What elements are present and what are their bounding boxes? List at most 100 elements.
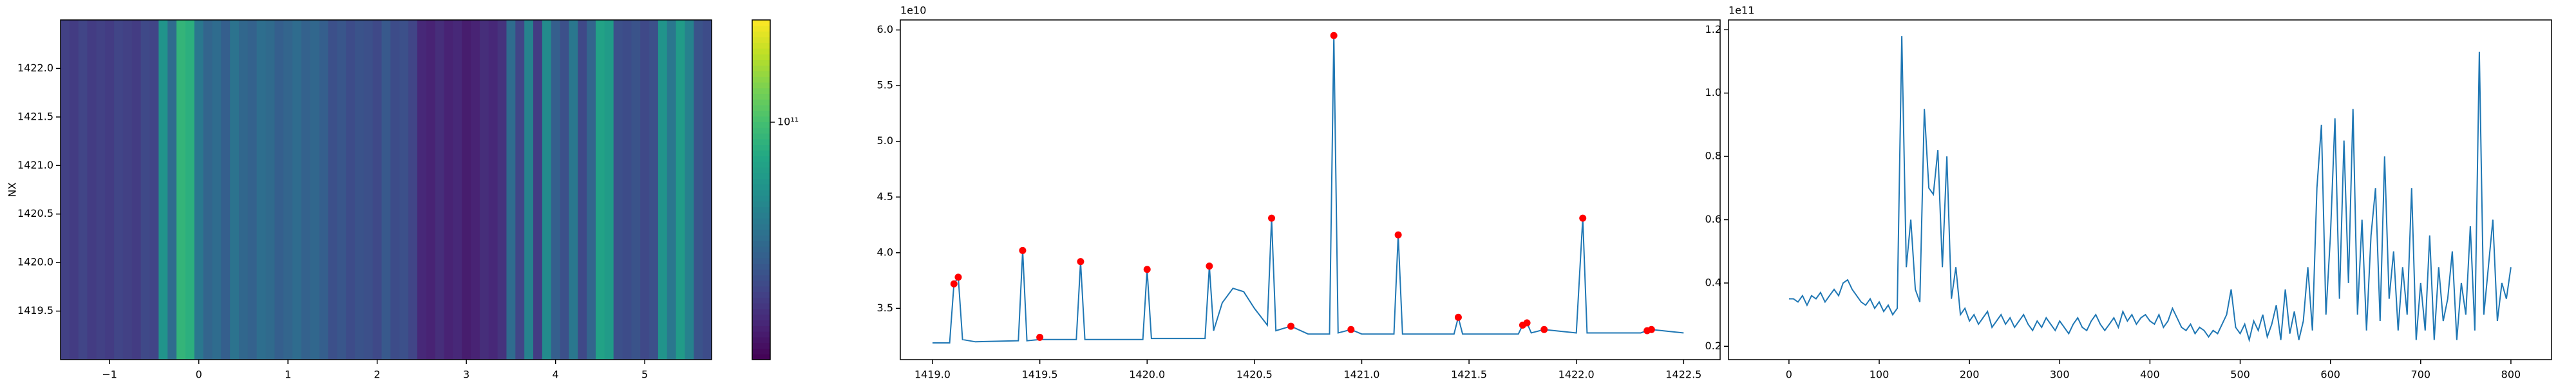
- colorbar-step: [752, 314, 770, 320]
- heatmap-cell: [479, 20, 489, 360]
- colorbar-step: [752, 235, 770, 241]
- heatmap-cell: [417, 20, 427, 360]
- peak-marker: [1523, 319, 1531, 327]
- colorbar-step: [752, 354, 770, 360]
- heatmap-cell: [301, 20, 311, 360]
- heatmap-cell: [292, 20, 302, 360]
- x-tick-label: 2: [374, 369, 381, 381]
- colorbar-step: [752, 93, 770, 100]
- heatmap-cell: [131, 20, 142, 360]
- heatmap-cell: [238, 20, 249, 360]
- heatmap-cell: [69, 20, 79, 360]
- colorbar-step: [752, 218, 770, 225]
- colorbar-step: [752, 59, 770, 66]
- y-tick-label: 1.2: [1705, 23, 1721, 35]
- heatmap-cell: [676, 20, 686, 360]
- heatmap-cell: [453, 20, 462, 360]
- heatmap-cell: [122, 20, 133, 360]
- x-tick-label: 700: [2411, 369, 2431, 381]
- heatmap-cell: [658, 20, 668, 360]
- colorbar-step: [752, 280, 770, 287]
- colorbar-step: [752, 178, 770, 185]
- heatmap-cell: [221, 20, 231, 360]
- heatmap-cell: [488, 20, 498, 360]
- x-tick-label: 500: [2230, 369, 2250, 381]
- colorbar-step: [752, 190, 770, 196]
- y-tick-label: 1421.0: [17, 159, 53, 171]
- colorbar-step: [752, 144, 770, 151]
- peak-marker: [1036, 333, 1044, 341]
- colorbar-step: [752, 65, 770, 71]
- heatmap-cell: [274, 20, 284, 360]
- x-tick-label: 1420.5: [1236, 369, 1273, 381]
- x-tick-label: 1422.0: [1558, 369, 1595, 381]
- heatmap-cell: [524, 20, 534, 360]
- peak-marker: [1268, 214, 1276, 222]
- colorbar-step: [752, 82, 770, 89]
- heatmap-cell: [685, 20, 694, 360]
- heatmap-cell: [595, 20, 605, 360]
- colorbar-step: [752, 25, 770, 32]
- peak-marker: [954, 273, 962, 281]
- heatmap-cell: [471, 20, 480, 360]
- colorbar-step: [752, 20, 770, 26]
- y-tick-label: 6.0: [877, 23, 893, 35]
- heatmap-cell: [435, 20, 445, 360]
- heatmap-cell: [372, 20, 383, 360]
- x-tick-label: 5: [641, 369, 648, 381]
- y-tick-label: 5.5: [877, 79, 893, 91]
- peak-marker: [1540, 326, 1548, 333]
- colorbar-step: [752, 207, 770, 213]
- heatmap-cell: [140, 20, 151, 360]
- colorbar-step: [752, 212, 770, 219]
- heatmap-cell: [319, 20, 329, 360]
- heatmap-cell: [381, 20, 392, 360]
- colorbar-step: [752, 348, 770, 354]
- peak-marker: [1206, 262, 1213, 270]
- heatmap-cell: [462, 20, 471, 360]
- heatmap-cell: [649, 20, 659, 360]
- x-tick-label: 1419.5: [1022, 369, 1058, 381]
- heatmap-cell: [578, 20, 587, 360]
- colorbar-step: [752, 42, 770, 49]
- peak-marker: [1077, 258, 1084, 266]
- x-tick-label: 300: [2050, 369, 2070, 381]
- colorbar-step: [752, 275, 770, 281]
- heatmap-cell: [631, 20, 641, 360]
- colorbar-step: [752, 342, 770, 349]
- colorbar-step: [752, 257, 770, 264]
- colorbar-step: [752, 326, 770, 332]
- y-tick-label: 3.5: [877, 302, 893, 314]
- peak-marker: [1647, 326, 1655, 333]
- heatmap-cell: [497, 20, 507, 360]
- colorbar-step: [752, 116, 770, 122]
- colorbar-step: [752, 37, 770, 43]
- colorbar-step: [752, 110, 770, 117]
- heatmap-cell: [515, 20, 525, 360]
- heatmap-cell: [203, 20, 213, 360]
- y-tick-label: 1.0: [1705, 86, 1721, 98]
- heatmap-cell: [390, 20, 400, 360]
- heatmap-cell: [256, 20, 267, 360]
- axes-frame: [60, 19, 712, 360]
- heatmap-cell: [694, 20, 703, 360]
- peak-marker: [1394, 231, 1402, 239]
- heatmap-cell: [622, 20, 632, 360]
- axes-frame: [1728, 19, 2552, 360]
- y-tick-label: 1420.5: [17, 207, 53, 219]
- heatmap-cell: [230, 20, 240, 360]
- colorbar-step: [752, 150, 770, 156]
- x-tick-label: 1: [285, 369, 291, 381]
- colorbar-step: [752, 297, 770, 304]
- peak-marker: [1287, 322, 1295, 330]
- colorbar-step: [752, 308, 770, 315]
- peak-marker: [1330, 32, 1338, 39]
- colorbar-step: [752, 291, 770, 298]
- peak-marker: [1347, 326, 1355, 333]
- colorbar-step: [752, 320, 770, 326]
- colorbar-step: [752, 53, 770, 60]
- colorbar-step: [752, 161, 770, 168]
- x-tick-label: −1: [102, 369, 117, 381]
- axes-frame: [900, 19, 1721, 360]
